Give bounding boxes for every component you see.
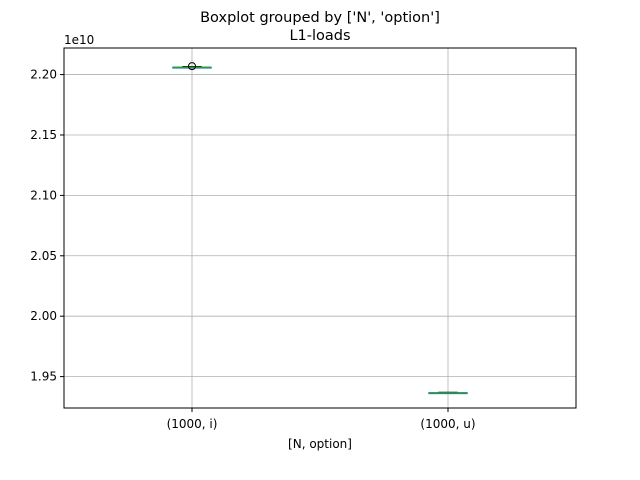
- grid-layer: [64, 48, 576, 408]
- chart-subtitle: L1-loads: [289, 28, 350, 44]
- y-tick-label: 2.00: [30, 309, 57, 323]
- y-tick-label: 2.10: [30, 188, 57, 202]
- outlier-point: [188, 62, 196, 71]
- box-group: [172, 62, 212, 71]
- x-tick-label: (1000, i): [167, 417, 218, 431]
- plot-frame: [63, 47, 577, 409]
- chart-title: Boxplot grouped by ['N', 'option']: [200, 10, 440, 26]
- y-tick-label: 2.15: [30, 128, 57, 142]
- y-tick-label: 2.20: [30, 68, 57, 82]
- box-group: [428, 391, 468, 395]
- y-offset-label: 1e10: [64, 33, 94, 47]
- box-layer: [172, 62, 468, 395]
- tick-layer: 1.95 2.00 2.05 2.10 2.15 2.20 (1000, i) (1000, …: [30, 68, 475, 431]
- y-tick-label: 2.05: [30, 249, 57, 263]
- x-tick-label: (1000, u): [420, 417, 475, 431]
- y-tick-label: 1.95: [30, 370, 57, 384]
- x-axis-label: [N, option]: [288, 437, 352, 451]
